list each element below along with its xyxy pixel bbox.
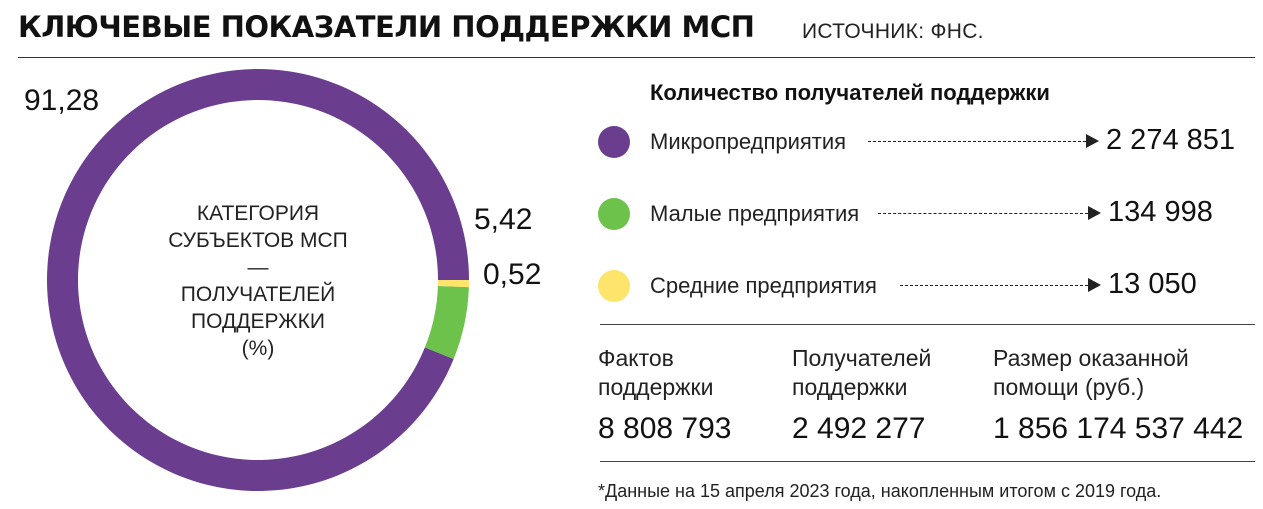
legend-label: Средние предприятия bbox=[650, 273, 877, 298]
stat-recipients: Получателей поддержки 2 492 277 bbox=[792, 344, 931, 446]
header: КЛЮЧЕВЫЕ ПОКАЗАТЕЛИ ПОДДЕРЖКИ МСП ИСТОЧН… bbox=[18, 4, 1255, 58]
leader-line bbox=[900, 285, 1088, 286]
section-divider bbox=[600, 324, 1255, 325]
legend-title: Количество получателей поддержки bbox=[650, 80, 1050, 105]
center-label-line: — bbox=[247, 256, 269, 279]
arrow-icon bbox=[1086, 134, 1099, 148]
stat-label: Размер оказанной bbox=[993, 345, 1189, 371]
stat-label: Фактов bbox=[598, 345, 674, 371]
stat-facts: Фактов поддержки 8 808 793 bbox=[598, 344, 731, 446]
stat-label: поддержки bbox=[792, 374, 908, 400]
legend-value: 134 998 bbox=[1108, 196, 1213, 228]
page-title: КЛЮЧЕВЫЕ ПОКАЗАТЕЛИ ПОДДЕРЖКИ МСП bbox=[18, 10, 755, 44]
center-label-line: ПОДДЕРЖКИ bbox=[191, 310, 325, 333]
source-note: ИСТОЧНИК: ФНС. bbox=[802, 20, 984, 43]
legend-dot-yellow bbox=[598, 270, 630, 302]
stat-amount: Размер оказанной помощи (руб.) 1 856 174… bbox=[993, 344, 1243, 446]
donut-slice-medium bbox=[437, 280, 469, 288]
donut-chart bbox=[47, 68, 470, 491]
center-label-line: КАТЕГОРИЯ bbox=[196, 202, 320, 225]
legend-dot-green bbox=[598, 198, 630, 230]
legend-item-small: Малые предприятия 134 998 bbox=[598, 194, 1258, 234]
donut-slice-small bbox=[424, 286, 469, 360]
legend-value: 13 050 bbox=[1108, 268, 1197, 300]
legend-item-medium: Средние предприятия 13 050 bbox=[598, 266, 1258, 306]
stat-label: помощи (руб.) bbox=[993, 374, 1145, 400]
center-label-line: ПОЛУЧАТЕЛЕЙ bbox=[180, 283, 336, 306]
arrow-icon bbox=[1088, 278, 1101, 292]
slice-label-small: 5,42 bbox=[474, 203, 533, 236]
stat-value: 1 856 174 537 442 bbox=[993, 412, 1244, 445]
stat-label: Получателей bbox=[792, 345, 932, 371]
legend-value: 2 274 851 bbox=[1106, 124, 1236, 156]
stat-label: поддержки bbox=[598, 374, 714, 400]
arrow-icon bbox=[1088, 206, 1101, 220]
slice-label-medium: 0,52 bbox=[483, 258, 542, 291]
header-divider bbox=[18, 57, 1255, 58]
footnote: *Данные на 15 апреля 2023 года, накоплен… bbox=[598, 481, 1162, 501]
legend-label: Микропредприятия bbox=[650, 129, 847, 154]
footer-divider bbox=[600, 461, 1255, 462]
leader-line bbox=[878, 213, 1088, 214]
stat-value: 2 492 277 bbox=[792, 412, 926, 445]
donut-center-label: КАТЕГОРИЯ СУБЪЕКТОВ МСП — ПОЛУЧАТЕЛЕЙ ПО… bbox=[148, 200, 368, 362]
center-label-line: СУБЪЕКТОВ МСП bbox=[168, 229, 348, 252]
legend-label: Малые предприятия bbox=[650, 201, 860, 226]
legend-item-micro: Микропредприятия 2 274 851 bbox=[598, 122, 1258, 162]
leader-line bbox=[868, 141, 1086, 142]
center-label-line: (%) bbox=[241, 337, 275, 360]
legend-dot-purple bbox=[598, 126, 630, 158]
stat-value: 8 808 793 bbox=[598, 412, 732, 445]
slice-label-micro: 91,28 bbox=[24, 84, 100, 117]
